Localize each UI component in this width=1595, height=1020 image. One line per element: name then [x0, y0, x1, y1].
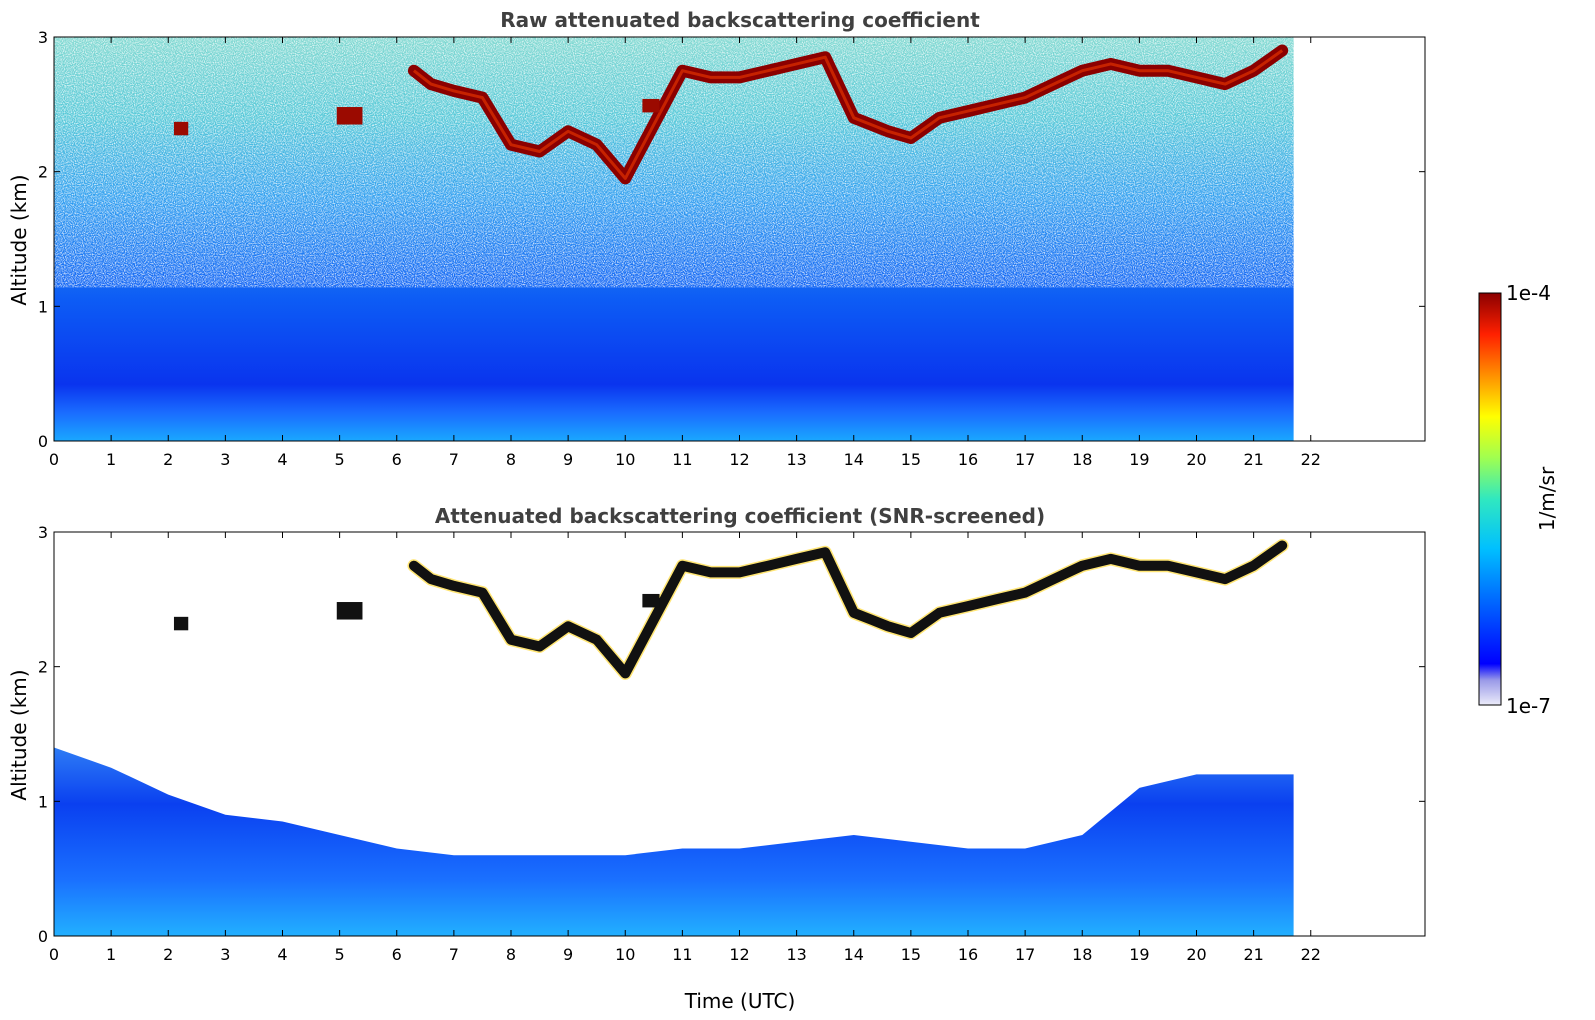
x-tick-label: 22 [1301, 945, 1321, 964]
x-tick-label: 2 [163, 945, 173, 964]
x-tick-label: 16 [958, 450, 978, 469]
colorbar-min-label: 1e-7 [1506, 694, 1551, 718]
cloud-patch [173, 616, 189, 631]
x-tick-label: 8 [506, 450, 516, 469]
x-tick-label: 13 [786, 945, 806, 964]
x-tick-label: 5 [335, 945, 345, 964]
x-tick-label: 3 [220, 945, 230, 964]
x-tick-label: 21 [1243, 945, 1263, 964]
x-tick-label: 13 [786, 450, 806, 469]
panel-title: Attenuated backscattering coefficient (S… [435, 504, 1045, 528]
y-axis-label: Altitude (km) [7, 669, 31, 800]
cloud-layer [173, 539, 1289, 680]
x-tick-label: 2 [163, 450, 173, 469]
x-axis: 0 1 2 3 4 5 6 7 8 9 10 11 12 13 14 15 16 17 18 19 20 21 22 [49, 532, 1321, 964]
x-tick-label: 1 [106, 945, 116, 964]
x-tick-label: 11 [672, 945, 692, 964]
panel-raw: Raw attenuated backscattering coefficien… [7, 8, 1426, 469]
cloud-patch [642, 593, 660, 608]
x-tick-label: 15 [901, 945, 921, 964]
cloud-layer [173, 44, 1289, 185]
y-axis: 0 1 2 3 [38, 523, 1425, 946]
x-tick-label: 4 [277, 945, 287, 964]
x-tick-label: 14 [844, 945, 864, 964]
x-tick-label: 15 [901, 450, 921, 469]
x-tick-label: 9 [563, 945, 573, 964]
x-tick-label: 10 [615, 945, 635, 964]
cloud-patch [336, 107, 363, 125]
x-tick-label: 20 [1186, 450, 1206, 469]
y-tick-label: 3 [38, 523, 48, 542]
x-tick-label: 12 [729, 945, 749, 964]
y-axis: 0 1 2 3 [38, 28, 1425, 451]
x-tick-label: 22 [1301, 450, 1321, 469]
colorbar: 1e-4 1e-7 1/m/sr [1478, 281, 1559, 718]
x-tick-label: 10 [615, 450, 635, 469]
colorbar-units-label: 1/m/sr [1535, 466, 1559, 531]
x-tick-label: 6 [392, 945, 402, 964]
x-tick-label: 17 [1015, 945, 1035, 964]
x-tick-label: 14 [844, 450, 864, 469]
colorbar-gradient [1478, 292, 1502, 706]
x-tick-label: 18 [1072, 450, 1092, 469]
x-axis: 0 1 2 3 4 5 6 7 8 9 10 11 12 13 14 15 16 17 18 19 20 21 22 [49, 37, 1321, 469]
x-tick-label: 16 [958, 945, 978, 964]
cloud-patch [173, 121, 189, 136]
cloud-patch [642, 98, 660, 113]
x-tick-label: 21 [1243, 450, 1263, 469]
x-tick-label: 3 [220, 450, 230, 469]
x-tick-label: 7 [449, 945, 459, 964]
cloud-saturated-line [408, 540, 1288, 679]
panel-screened: Attenuated backscattering coefficient (S… [7, 504, 1426, 1013]
x-axis-label: Time (UTC) [684, 989, 796, 1013]
x-tick-label: 7 [449, 450, 459, 469]
y-axis-label: Altitude (km) [7, 174, 31, 305]
y-tick-label: 2 [38, 163, 48, 182]
y-tick-label: 1 [38, 297, 48, 316]
heatmap-screened [54, 539, 1294, 936]
x-tick-label: 6 [392, 450, 402, 469]
x-tick-label: 19 [1129, 450, 1149, 469]
y-tick-label: 3 [38, 28, 48, 47]
x-tick-label: 0 [49, 450, 59, 469]
cloud-patch [336, 602, 363, 620]
x-tick-label: 5 [335, 450, 345, 469]
panel-title: Raw attenuated backscattering coefficien… [500, 8, 980, 32]
x-tick-label: 18 [1072, 945, 1092, 964]
y-tick-label: 0 [38, 432, 48, 451]
x-tick-label: 11 [672, 450, 692, 469]
x-tick-label: 8 [506, 945, 516, 964]
x-tick-label: 19 [1129, 945, 1149, 964]
x-tick-label: 1 [106, 450, 116, 469]
y-tick-label: 0 [38, 927, 48, 946]
boundary-layer-region [54, 747, 1294, 936]
x-tick-label: 17 [1015, 450, 1035, 469]
x-tick-label: 20 [1186, 945, 1206, 964]
cloud-base-core [412, 49, 1284, 180]
y-tick-label: 1 [38, 792, 48, 811]
y-tick-label: 2 [38, 658, 48, 677]
x-tick-label: 4 [277, 450, 287, 469]
heatmap-raw [54, 37, 1294, 441]
x-tick-label: 0 [49, 945, 59, 964]
colorbar-max-label: 1e-4 [1506, 281, 1551, 305]
x-tick-label: 9 [563, 450, 573, 469]
x-tick-label: 12 [729, 450, 749, 469]
